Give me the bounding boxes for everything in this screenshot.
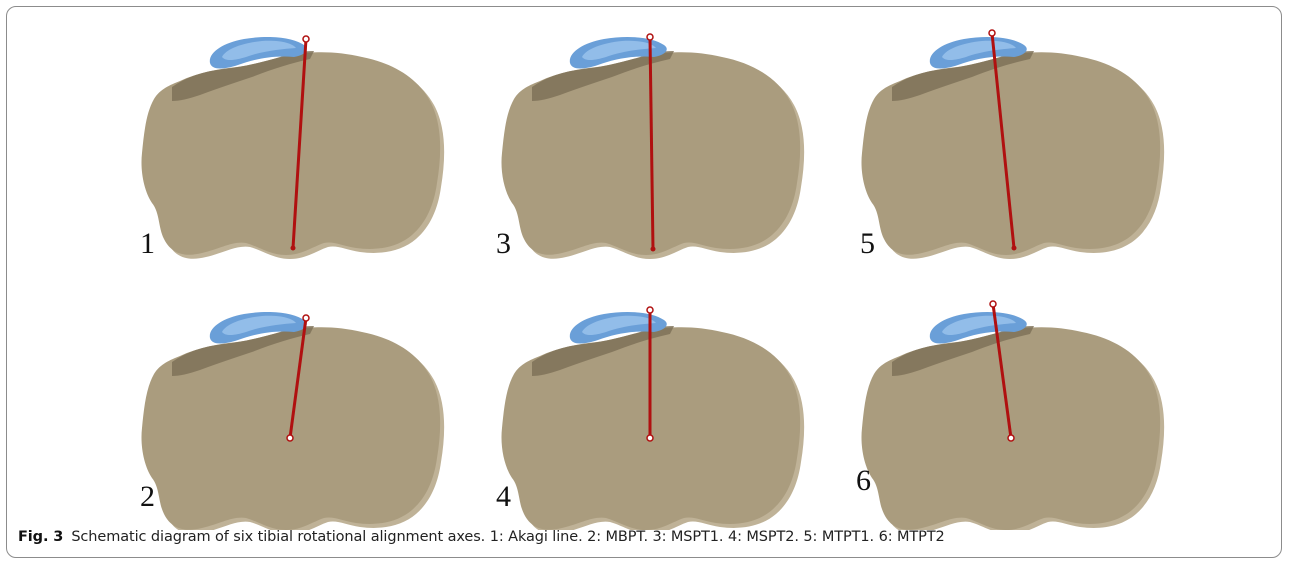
panel-number: 1	[140, 227, 155, 260]
figure-label: Fig. 3	[18, 529, 64, 545]
figure-panels: 1 3 5 2	[140, 29, 1165, 530]
panel-3: 3	[496, 33, 805, 260]
alignment-axis-line	[288, 317, 308, 439]
axis-endpoint-marker	[646, 434, 654, 442]
axis-endpoint-marker	[988, 29, 996, 37]
panel-number: 6	[856, 464, 871, 497]
alignment-axis-line	[990, 32, 1016, 249]
panel-1: 1	[140, 35, 445, 260]
axis-endpoint-marker	[302, 314, 310, 322]
axis-endpoint-marker	[302, 35, 310, 43]
axis-endpoint-marker	[650, 246, 656, 252]
panel-number: 4	[496, 480, 511, 513]
axis-endpoint-marker	[646, 33, 654, 41]
panel-number: 2	[140, 480, 155, 513]
axis-endpoint-marker	[1011, 245, 1017, 251]
figure-caption-text: Schematic diagram of six tibial rotation…	[71, 529, 945, 545]
axis-endpoint-marker	[646, 306, 654, 314]
axis-endpoint-marker	[290, 245, 296, 251]
panel-number: 5	[860, 227, 875, 260]
axis-endpoint-marker	[1007, 434, 1015, 442]
panel-number: 3	[496, 227, 511, 260]
figure-caption: Fig. 3 Schematic diagram of six tibial ro…	[18, 529, 1268, 545]
alignment-axis-line	[648, 36, 655, 250]
alignment-axis-line	[291, 38, 308, 249]
panel-6: 6	[856, 300, 1165, 530]
axis-endpoint-marker	[286, 434, 294, 442]
alignment-axis-line	[991, 303, 1013, 439]
panel-4: 4	[496, 306, 805, 530]
panel-2: 2	[140, 312, 445, 530]
panel-5: 5	[860, 29, 1165, 260]
axis-endpoint-marker	[989, 300, 997, 308]
